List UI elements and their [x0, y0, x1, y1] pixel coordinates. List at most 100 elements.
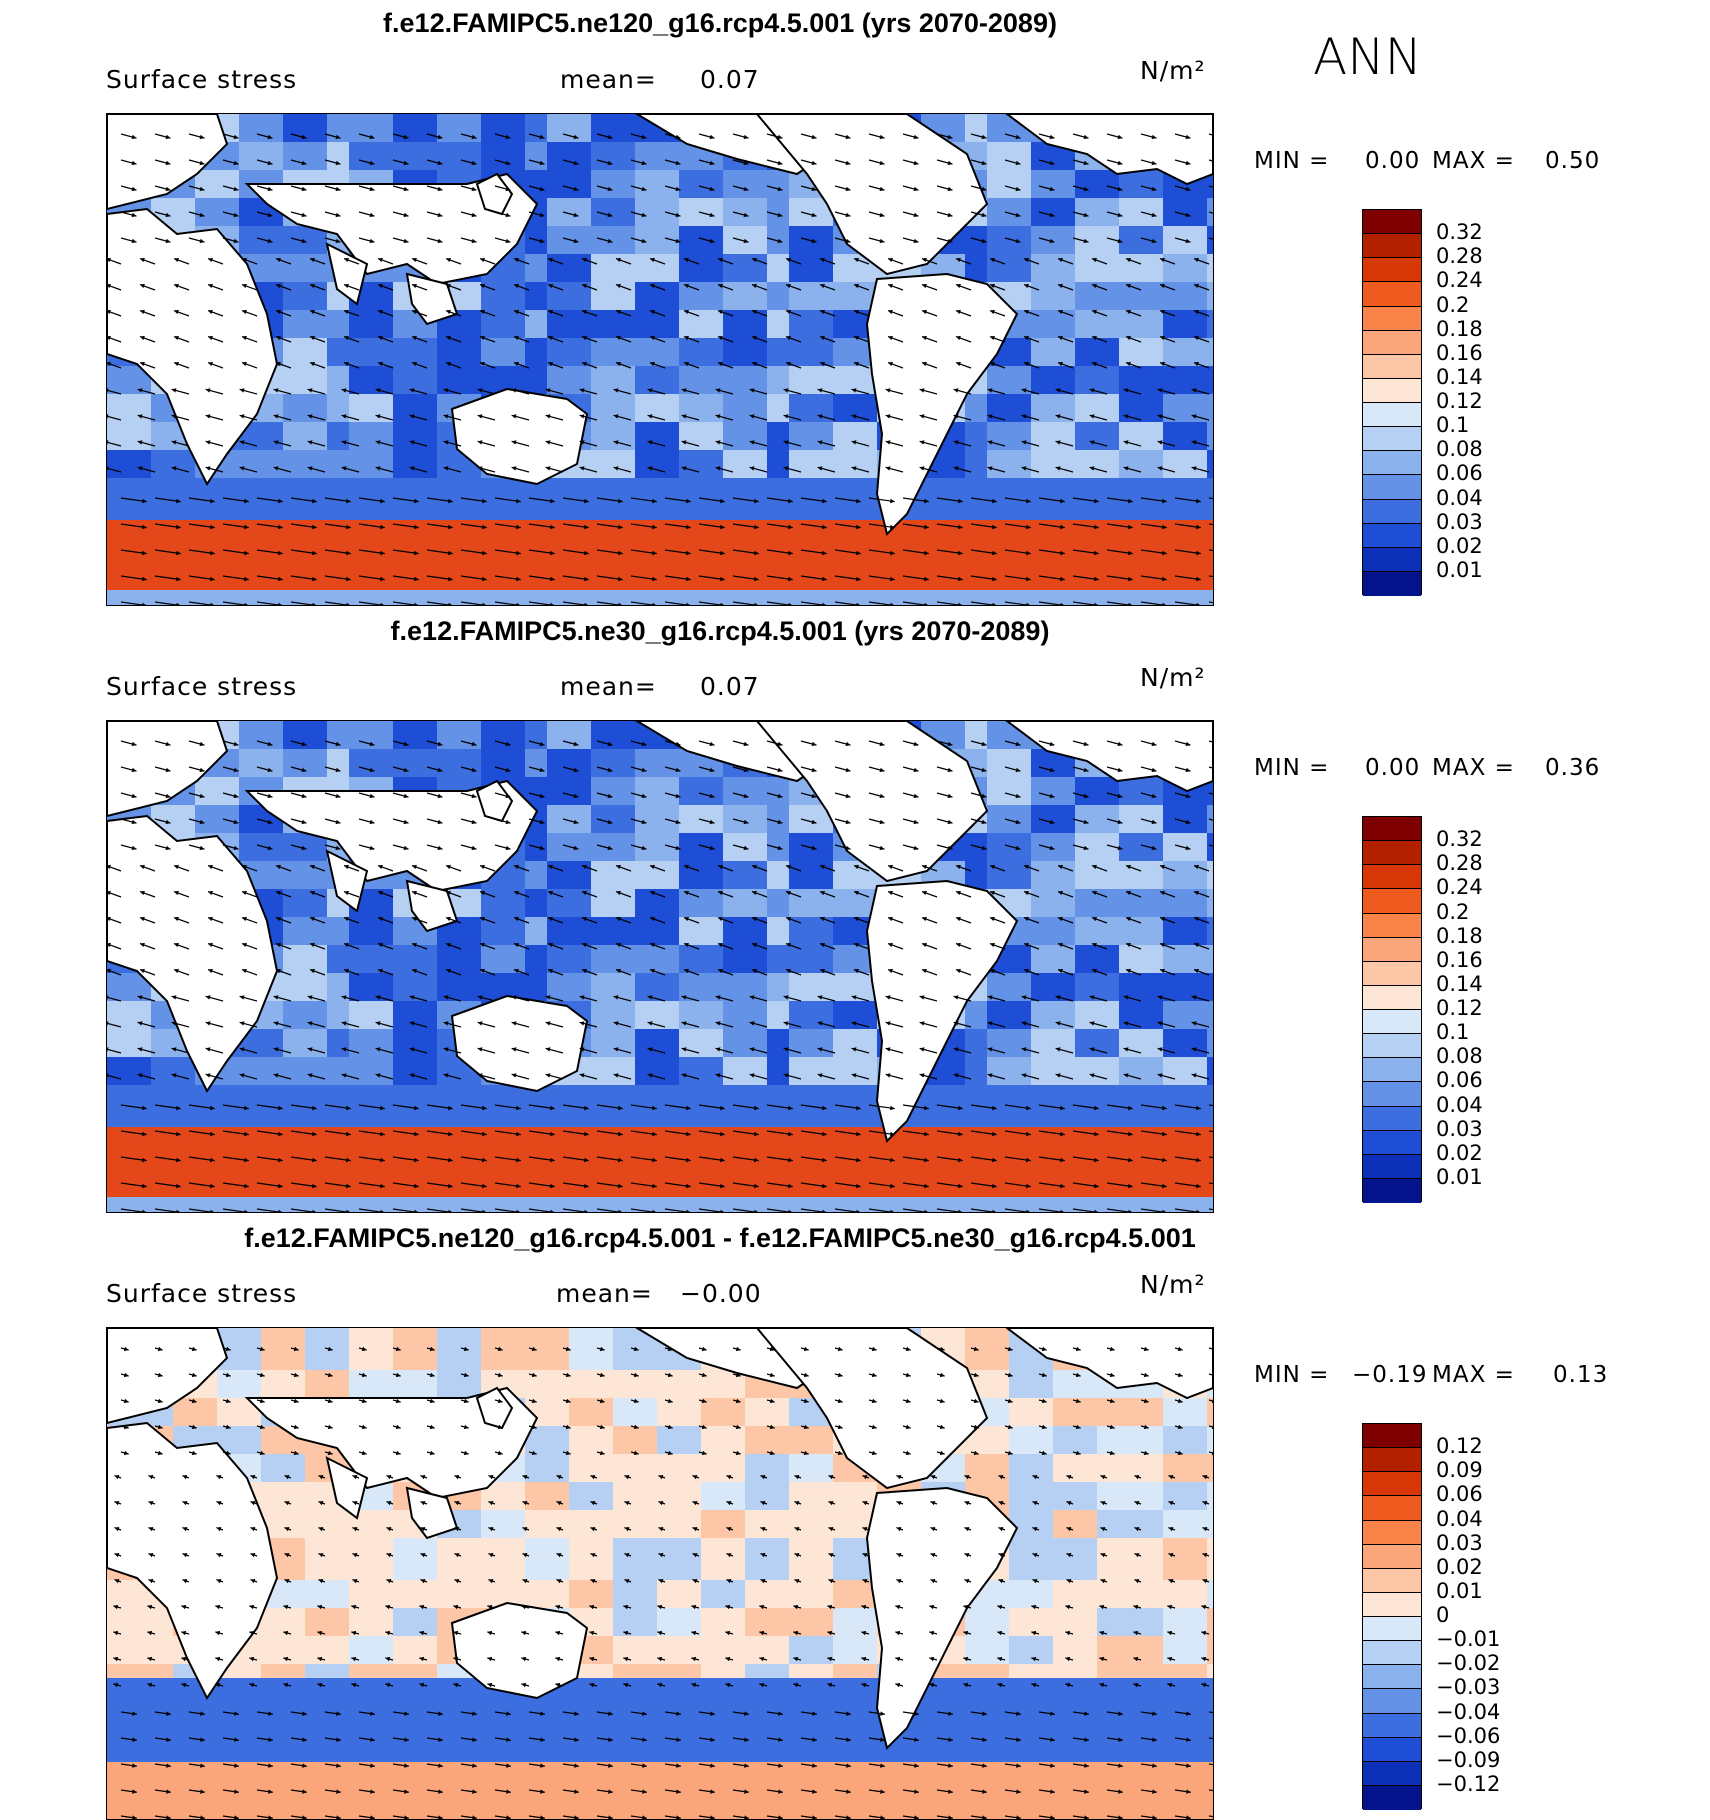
colorbar-swatch — [1363, 1082, 1421, 1106]
units-label: N/m² — [1140, 56, 1206, 85]
mean-label: mean= — [560, 65, 657, 94]
colorbar-swatch — [1363, 572, 1421, 596]
colorbar-swatch — [1363, 500, 1421, 524]
colorbar — [1362, 1423, 1422, 1809]
colorbar-tick-label: 0.24 — [1436, 268, 1483, 292]
colorbar-swatch — [1363, 307, 1421, 331]
colorbar-swatch — [1363, 1714, 1421, 1738]
panel-title: f.e12.FAMIPC5.ne120_g16.rcp4.5.001 (yrs … — [0, 8, 1440, 39]
colorbar-swatch — [1363, 1472, 1421, 1496]
colorbar-swatch — [1363, 914, 1421, 938]
colorbar-swatch — [1363, 427, 1421, 451]
colorbar-swatch — [1363, 865, 1421, 889]
colorbar-swatch — [1363, 548, 1421, 572]
colorbar-tick-label: 0.01 — [1436, 1165, 1483, 1189]
max-label: MAX = — [1432, 1362, 1515, 1388]
map-panel-2 — [106, 720, 1214, 1213]
colorbar-tick-label: 0.24 — [1436, 875, 1483, 899]
colorbar-swatch — [1363, 1107, 1421, 1131]
colorbar-tick-label: 0.2 — [1436, 900, 1469, 924]
colorbar — [1362, 816, 1422, 1202]
colorbar-swatch — [1363, 1762, 1421, 1786]
colorbar-tick-label: 0.2 — [1436, 293, 1469, 317]
units-label: N/m² — [1140, 1270, 1206, 1299]
colorbar-tick-label: 0.14 — [1436, 972, 1483, 996]
colorbar-tick-label: −0.01 — [1436, 1627, 1500, 1651]
colorbar-tick-label: 0.32 — [1436, 220, 1483, 244]
colorbar-tick-label: −0.02 — [1436, 1651, 1500, 1675]
colorbar-swatch — [1363, 1424, 1421, 1448]
colorbar-swatch — [1363, 1521, 1421, 1545]
min-label: MIN = — [1254, 1362, 1329, 1388]
colorbar-swatch — [1363, 1665, 1421, 1689]
colorbar-swatch — [1363, 1617, 1421, 1641]
colorbar-tick-label: −0.09 — [1436, 1748, 1500, 1772]
colorbar-tick-label: 0.18 — [1436, 924, 1483, 948]
colorbar-swatch — [1363, 524, 1421, 548]
colorbar-tick-label: 0.01 — [1436, 558, 1483, 582]
colorbar-tick-label: 0.06 — [1436, 1482, 1483, 1506]
colorbar-swatch — [1363, 889, 1421, 913]
panel-title: f.e12.FAMIPC5.ne120_g16.rcp4.5.001 - f.e… — [0, 1223, 1440, 1254]
map-panel-1 — [106, 113, 1214, 606]
colorbar-tick-label: 0.02 — [1436, 534, 1483, 558]
mean-value: 0.07 — [700, 672, 760, 701]
surface-stress-difference-map — [107, 1328, 1213, 1819]
colorbar-swatch — [1363, 1496, 1421, 1520]
colorbar-tick-label: −0.03 — [1436, 1675, 1500, 1699]
colorbar-swatch — [1363, 1155, 1421, 1179]
colorbar-tick-label: 0.28 — [1436, 244, 1483, 268]
units-label: N/m² — [1140, 663, 1206, 692]
variable-label: Surface stress — [106, 672, 297, 701]
colorbar-tick-label: 0.32 — [1436, 827, 1483, 851]
colorbar-tick-label: 0.08 — [1436, 1044, 1483, 1068]
colorbar-swatch — [1363, 1010, 1421, 1034]
colorbar-swatch — [1363, 355, 1421, 379]
colorbar-tick-label: 0.12 — [1436, 1434, 1483, 1458]
colorbar-swatch — [1363, 962, 1421, 986]
colorbar-tick-label: 0.08 — [1436, 437, 1483, 461]
colorbar-swatch — [1363, 258, 1421, 282]
colorbar-tick-label: 0.1 — [1436, 413, 1469, 437]
colorbar-tick-label: 0.01 — [1436, 1579, 1483, 1603]
colorbar-tick-label: 0.06 — [1436, 461, 1483, 485]
colorbar-tick-label: 0.03 — [1436, 1531, 1483, 1555]
max-value: 0.36 — [1545, 755, 1600, 781]
colorbar-swatch — [1363, 1689, 1421, 1713]
colorbar-swatch — [1363, 379, 1421, 403]
colorbar-tick-label: 0.12 — [1436, 389, 1483, 413]
colorbar-swatch — [1363, 331, 1421, 355]
colorbar — [1362, 209, 1422, 595]
max-label: MAX = — [1432, 755, 1515, 781]
colorbar-swatch — [1363, 1569, 1421, 1593]
min-value: −0.19 — [1352, 1362, 1427, 1388]
min-value: 0.00 — [1365, 755, 1420, 781]
mean-label: mean= — [556, 1279, 653, 1308]
colorbar-swatch — [1363, 1593, 1421, 1617]
min-label: MIN = — [1254, 755, 1329, 781]
colorbar-tick-label: −0.06 — [1436, 1724, 1500, 1748]
mean-label: mean= — [560, 672, 657, 701]
colorbar-tick-label: 0.04 — [1436, 486, 1483, 510]
colorbar-tick-label: −0.04 — [1436, 1700, 1500, 1724]
colorbar-tick-label: 0.09 — [1436, 1458, 1483, 1482]
colorbar-swatch — [1363, 1641, 1421, 1665]
colorbar-swatch — [1363, 1448, 1421, 1472]
colorbar-swatch — [1363, 1058, 1421, 1082]
colorbar-swatch — [1363, 986, 1421, 1010]
mean-value: −0.00 — [680, 1279, 762, 1308]
colorbar-tick-label: 0.1 — [1436, 1020, 1469, 1044]
colorbar-swatch — [1363, 817, 1421, 841]
variable-label: Surface stress — [106, 65, 297, 94]
colorbar-tick-label: 0.02 — [1436, 1555, 1483, 1579]
colorbar-tick-label: 0.03 — [1436, 510, 1483, 534]
colorbar-tick-label: 0.18 — [1436, 317, 1483, 341]
colorbar-tick-label: −0.12 — [1436, 1772, 1500, 1796]
min-value: 0.00 — [1365, 148, 1420, 174]
colorbar-swatch — [1363, 938, 1421, 962]
colorbar-tick-label: 0.16 — [1436, 341, 1483, 365]
colorbar-swatch — [1363, 210, 1421, 234]
min-label: MIN = — [1254, 148, 1329, 174]
colorbar-tick-label: 0 — [1436, 1603, 1449, 1627]
colorbar-tick-label: 0.02 — [1436, 1141, 1483, 1165]
